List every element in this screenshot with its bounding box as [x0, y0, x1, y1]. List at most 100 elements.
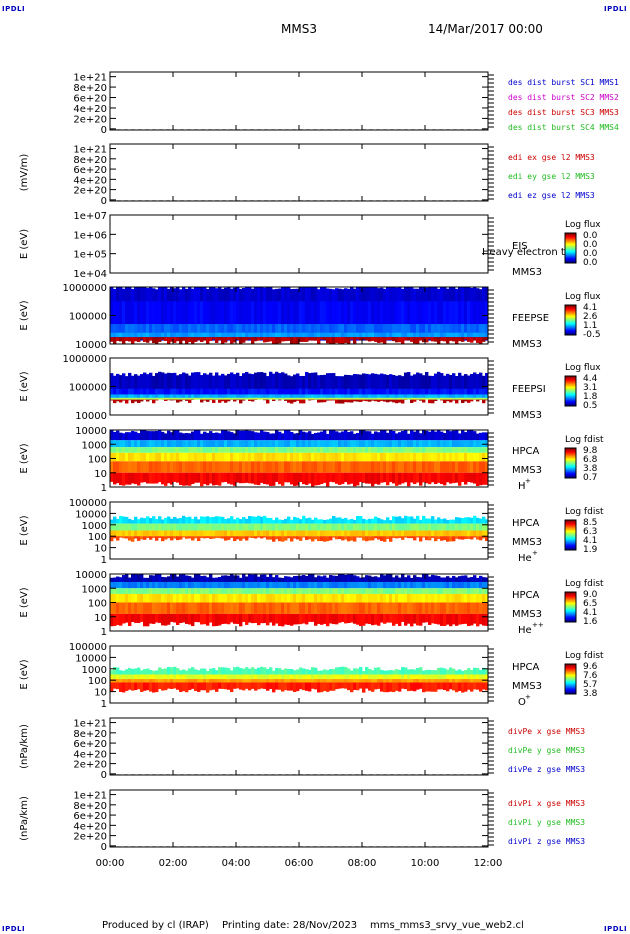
hpca-hepp-cell [440, 581, 444, 589]
feepsi-colorbar-step [565, 386, 576, 388]
hpca-he-cell [437, 523, 441, 531]
hpca-he-cell [275, 536, 279, 540]
hpca-o-cell [404, 679, 408, 683]
hpca-hepp-cell [461, 575, 465, 582]
feepse-cell [365, 337, 369, 341]
hpca-he-cell [158, 530, 162, 537]
hpca-h-cell [239, 440, 243, 448]
hpca-h-cell [386, 461, 390, 473]
hpca-o-cell [458, 669, 462, 675]
hpca-hepp-cell [458, 576, 462, 582]
hpca-hepp-cell [284, 581, 288, 589]
feepsi-cell [239, 397, 243, 400]
hpca-o-cell [227, 674, 231, 680]
hpca-h-cell [395, 461, 399, 473]
feepsi-cell [275, 388, 279, 395]
hpca-h-cell [350, 431, 354, 441]
hpca-h-cell [284, 461, 288, 473]
hpca-hepp-cell [206, 613, 210, 626]
hpca-he-cell [371, 518, 375, 524]
hpca-h-cell [467, 461, 471, 473]
feepsi-cell [287, 388, 291, 395]
hpca-hepp-cell [290, 581, 294, 589]
hpca-h-cell [236, 472, 240, 483]
feepsi-cell [278, 388, 282, 395]
feepsi-cell [248, 388, 252, 395]
hpca-hepp-cell [113, 593, 117, 603]
feepse-cell [158, 337, 162, 342]
feepsi-cell [362, 399, 366, 401]
feepsi-cell [485, 388, 489, 395]
hpca-o-cell [266, 674, 270, 680]
hpca-h-cell [482, 432, 486, 441]
hpca-o-cell [395, 679, 399, 683]
hpca-he-cell [200, 516, 204, 524]
hpca-hepp-cell [134, 602, 138, 614]
hpca-he-cell [191, 523, 195, 531]
hpca-hepp-colorbar-step [565, 613, 576, 615]
hpca-o-cell [173, 674, 177, 680]
hpca-o-cell [113, 679, 117, 683]
hpca-he-cell [242, 530, 246, 537]
hpca-he-cell [395, 516, 399, 524]
feepsi-colorbar-step [565, 380, 576, 382]
hpca-he-cell [314, 536, 318, 540]
hpca-h-cell [452, 452, 456, 462]
hpca-hepp-colorbar-step [565, 597, 576, 599]
hpca-o-cell [113, 674, 117, 680]
hpca-hepp-cell [329, 613, 333, 624]
hpca-hepp-cell [371, 593, 375, 603]
hpca-hepp-cell [290, 577, 294, 582]
hpca-he-colorbar-frame [564, 519, 577, 551]
hpca-h-cell [254, 452, 258, 462]
feepsi-cell [164, 373, 168, 393]
hpca-h-cell [401, 447, 405, 453]
hpca-h-colorbar-step [565, 457, 576, 459]
eis-ytick-label: 1e+04 [73, 269, 107, 280]
hpca-o-cell [146, 668, 150, 675]
hpca-o-cell [155, 679, 159, 683]
hpca-h-cell [299, 430, 303, 441]
hpca-o-cell [170, 682, 174, 689]
hpca-o-cell [317, 679, 321, 683]
hpca-h-cell [332, 472, 336, 483]
hpca-hepp-cell [338, 574, 342, 582]
feepse-cell [461, 324, 465, 333]
hpca-h-cell [167, 447, 171, 453]
hpca-h-cell [398, 461, 402, 473]
feepsi-ylabel: E (eV) [19, 371, 30, 401]
hpca-h-cell [368, 440, 372, 448]
hpca-h-cell [395, 452, 399, 462]
feepsi-cell [314, 372, 318, 393]
hpca-hepp-cell [395, 593, 399, 603]
feepse-cell [233, 301, 237, 325]
hpca-hepp-cell [443, 577, 447, 582]
hpca-o-cell [464, 679, 468, 683]
hpca-hepp-cell [443, 602, 447, 614]
hpca-hepp-cell [137, 602, 141, 614]
hpca-he-cell [251, 536, 255, 538]
hpca-o-cell [185, 674, 189, 680]
hpca-h-cell [452, 430, 456, 441]
feepsi-cell [122, 373, 126, 393]
hpca-o-cell [335, 674, 339, 680]
hpca-o-cell [125, 674, 129, 680]
feepse-cell [470, 337, 474, 343]
hpca-o-cell [404, 674, 408, 680]
feepsi-cell [197, 394, 201, 398]
hpca-o-cell [170, 674, 174, 680]
hpca-h-cell [128, 472, 132, 485]
feepse-cell [287, 332, 291, 338]
hpca-he-cell [395, 536, 399, 539]
feepse-cell [464, 332, 468, 338]
feepsi-cell [182, 397, 186, 400]
feepsi-cell [302, 397, 306, 400]
hpca-h-cell [341, 440, 345, 448]
feepsi-cell [275, 397, 279, 400]
hpca-he-cell [173, 530, 177, 537]
feepse-cell [467, 301, 471, 325]
hpca-h-cell [347, 452, 351, 462]
hpca-h-cell [314, 461, 318, 473]
feepse-cell [383, 337, 387, 344]
feepsi-cell [251, 399, 255, 402]
